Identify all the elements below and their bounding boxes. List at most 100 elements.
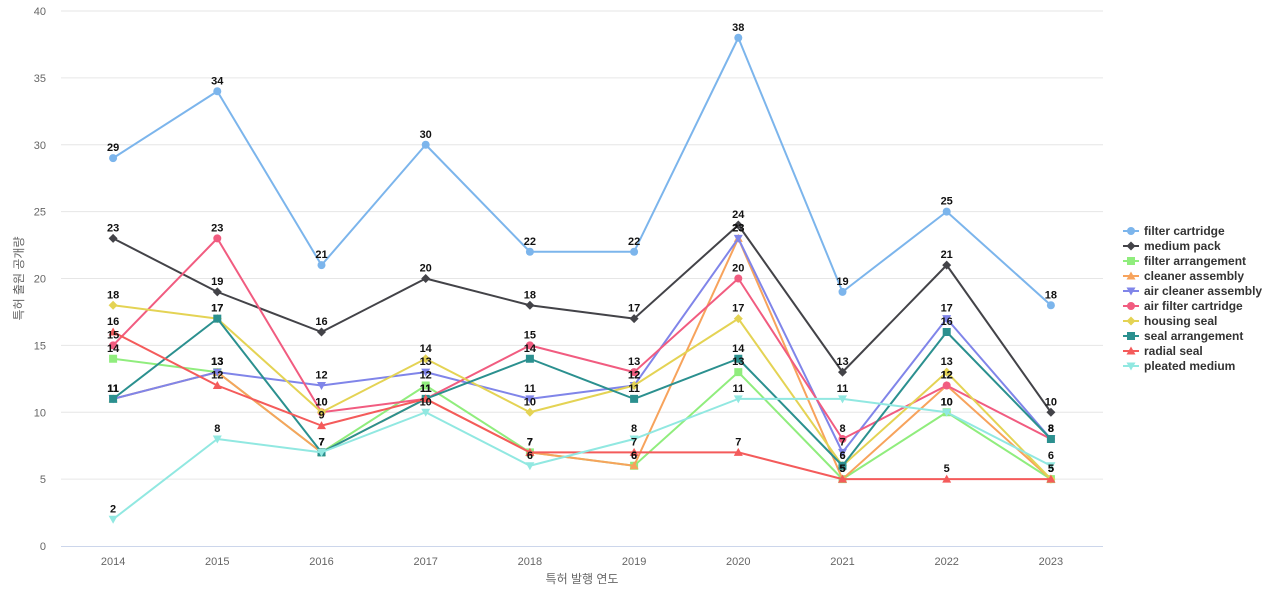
data-label: 11 xyxy=(732,383,744,395)
data-label: 23 xyxy=(732,222,744,234)
data-label: 5 xyxy=(839,463,845,475)
data-label: 7 xyxy=(735,436,741,448)
data-label: 34 xyxy=(211,75,224,87)
data-point xyxy=(838,395,847,404)
data-point xyxy=(525,300,535,310)
legend-marker xyxy=(1127,257,1135,265)
data-label: 10 xyxy=(315,396,327,408)
data-label: 14 xyxy=(732,343,745,355)
legend-marker xyxy=(1126,241,1136,251)
grid-lines xyxy=(61,10,1103,480)
data-label: 20 xyxy=(732,263,744,275)
data-label: 15 xyxy=(107,329,119,341)
data-label: 13 xyxy=(732,356,744,368)
y-tick-label: 0 xyxy=(40,541,46,553)
data-label: 14 xyxy=(420,343,433,355)
x-tick-label: 2021 xyxy=(830,556,854,568)
data-label: 5 xyxy=(1048,463,1054,475)
legend-item[interactable]: air filter cartridge xyxy=(1123,299,1243,313)
data-label: 12 xyxy=(315,370,327,382)
data-label: 11 xyxy=(837,383,849,395)
x-tick-label: 2014 xyxy=(101,556,125,568)
data-label: 9 xyxy=(318,410,324,422)
data-label: 13 xyxy=(628,356,640,368)
data-point xyxy=(734,354,743,363)
data-point xyxy=(421,408,431,417)
data-point xyxy=(212,368,222,377)
data-label: 23 xyxy=(211,222,223,234)
data-label: 13 xyxy=(211,356,223,368)
legend-item[interactable]: pleated medium xyxy=(1123,359,1235,373)
data-label: 10 xyxy=(941,396,953,408)
data-point xyxy=(629,435,639,444)
data-label: 7 xyxy=(527,436,533,448)
legend-label: filter cartridge xyxy=(1144,224,1225,238)
data-point xyxy=(421,274,431,283)
data-label: 12 xyxy=(211,370,223,382)
x-axis-ticks: 2014 2015 2016 2017 2018 2019 2020 2021 2022 2023 xyxy=(101,556,1063,568)
legend-item[interactable]: filter cartridge xyxy=(1123,224,1225,238)
data-point xyxy=(213,87,222,96)
legend-item[interactable]: air cleaner assembly xyxy=(1123,284,1262,298)
data-label: 17 xyxy=(211,303,223,315)
data-label: 7 xyxy=(631,436,637,448)
data-label: 6 xyxy=(839,450,845,462)
data-point xyxy=(1046,407,1056,417)
data-label: 8 xyxy=(839,423,845,435)
data-point xyxy=(212,287,222,297)
data-point xyxy=(1046,474,1056,483)
data-point xyxy=(838,435,847,443)
legend-item[interactable]: radial seal xyxy=(1123,344,1203,358)
data-label: 5 xyxy=(1048,463,1054,475)
data-point xyxy=(838,474,847,483)
legend-item[interactable]: seal arrangement xyxy=(1123,329,1243,343)
data-point xyxy=(838,448,847,457)
data-point xyxy=(421,368,431,377)
data-point xyxy=(942,260,952,270)
data-point xyxy=(733,314,743,324)
legend-item[interactable]: filter arrangement xyxy=(1123,254,1246,268)
data-point xyxy=(838,367,847,377)
data-point xyxy=(421,394,431,403)
data-point xyxy=(213,314,222,323)
legend-item[interactable]: medium pack xyxy=(1123,239,1221,253)
data-point xyxy=(109,354,118,363)
data-label: 21 xyxy=(315,249,327,261)
data-label: 13 xyxy=(211,356,223,368)
data-label: 22 xyxy=(524,236,536,248)
y-tick-label: 5 xyxy=(40,474,46,486)
y-tick-label: 15 xyxy=(34,340,46,352)
data-label: 10 xyxy=(315,396,327,408)
data-label: 23 xyxy=(732,222,744,234)
y-tick-label: 30 xyxy=(34,140,46,152)
legend-item[interactable]: housing seal xyxy=(1123,314,1217,328)
legend-item[interactable]: cleaner assembly xyxy=(1123,269,1244,283)
data-label: 6 xyxy=(631,450,637,462)
y-tick-label: 35 xyxy=(34,73,46,85)
data-point xyxy=(317,261,326,270)
data-point xyxy=(108,300,118,310)
series-line xyxy=(112,304,1052,481)
data-point xyxy=(317,382,326,390)
legend-marker xyxy=(1127,227,1135,235)
data-label: 5 xyxy=(1048,463,1054,475)
series-line xyxy=(112,397,1052,521)
data-label: 16 xyxy=(941,316,953,328)
data-point xyxy=(525,447,535,456)
data-label: 21 xyxy=(941,249,953,261)
data-label: 38 xyxy=(732,22,744,34)
legend-marker xyxy=(1126,316,1136,326)
data-point xyxy=(421,381,430,390)
legend-label: cleaner assembly xyxy=(1144,269,1244,283)
data-point xyxy=(942,381,951,390)
data-point xyxy=(213,234,222,243)
data-point xyxy=(317,327,326,337)
legend-marker xyxy=(1126,362,1136,371)
data-point xyxy=(734,274,743,283)
data-label: 29 xyxy=(107,142,119,154)
data-label: 16 xyxy=(107,316,119,328)
data-point xyxy=(525,407,535,417)
